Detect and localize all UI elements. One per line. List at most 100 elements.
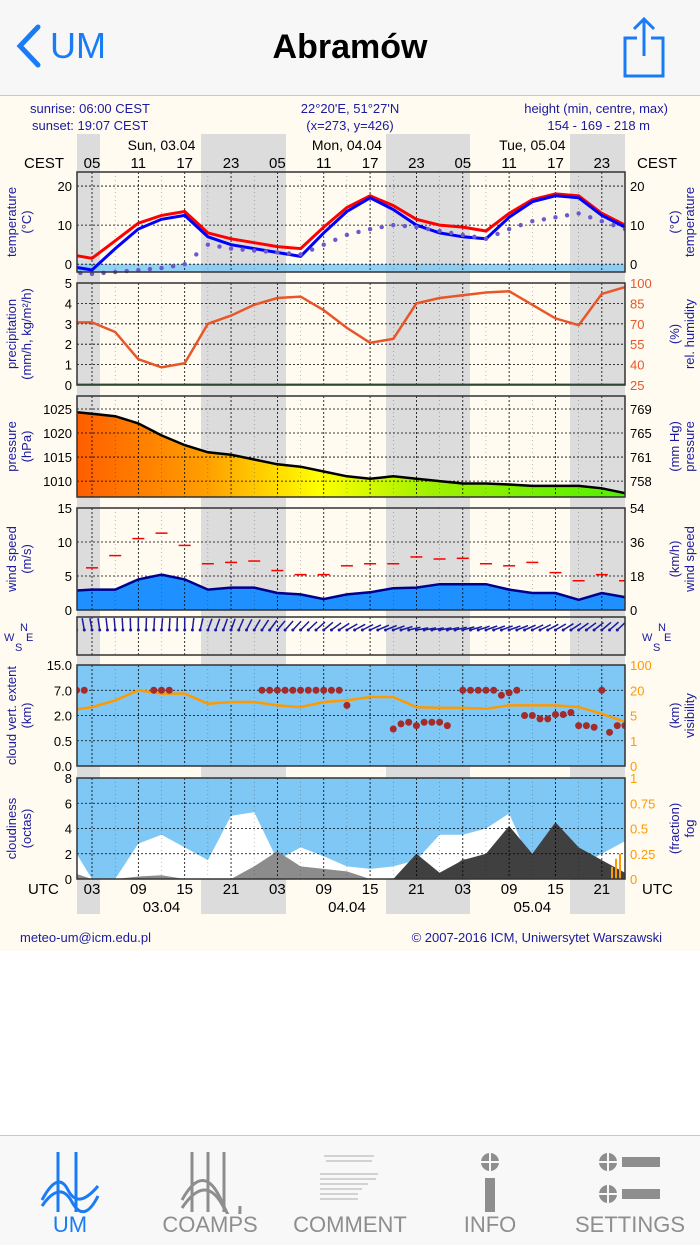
tick-label-left: 2	[65, 337, 72, 352]
wind-arrow-head	[168, 629, 171, 632]
dew-point-dot	[472, 235, 476, 239]
cloud-point	[328, 687, 335, 694]
tab-info[interactable]: INFO	[420, 1136, 560, 1245]
wind-arrow-head	[469, 629, 472, 632]
wind-arrow-head	[322, 629, 325, 632]
day-label-top: Mon, 04.04	[312, 137, 382, 153]
wind-arrow-head	[407, 629, 410, 632]
navigation-bar: UM Abramów	[0, 0, 700, 96]
share-button[interactable]	[622, 16, 666, 83]
tab-settings[interactable]: SETTINGS	[560, 1136, 700, 1245]
axis-title-left: (m/s)	[19, 544, 34, 574]
wind-arrow-head	[515, 629, 518, 632]
hour-label-utc: 15	[176, 881, 193, 898]
wind-arrow-head	[376, 629, 379, 632]
wind-arrow-head	[230, 629, 233, 632]
dew-point-dot	[461, 233, 465, 237]
cloud-point	[513, 687, 520, 694]
cloud-point	[81, 687, 88, 694]
wind-arrow-head	[345, 629, 348, 632]
day-label-bottom: 03.04	[143, 899, 181, 916]
page-title: Abramów	[0, 28, 700, 67]
tick-label-right: 10	[630, 218, 644, 233]
axis-title-left: cloud vert. extent	[4, 666, 19, 765]
wind-arrow-head	[539, 629, 542, 632]
dew-point-dot	[148, 267, 152, 271]
cloud-point	[413, 722, 420, 729]
wind-arrow-head	[114, 629, 117, 632]
footer-email[interactable]: meteo-um@icm.edu.pl	[20, 930, 151, 945]
wind-arrow-head	[106, 629, 109, 632]
dew-point-dot	[576, 211, 580, 215]
compass-letter-e: E	[664, 632, 671, 644]
axis-title-right: (km)	[667, 703, 682, 729]
tick-label-right: 0	[630, 257, 637, 272]
tick-label-left: 0	[65, 257, 72, 272]
wind-arrow-head	[91, 629, 94, 632]
tick-label-right: 1	[630, 771, 637, 786]
wind-arrow-head	[315, 629, 318, 632]
dew-point-dot	[298, 252, 302, 256]
cloud-point	[305, 687, 312, 694]
day-label-bottom: 05.04	[514, 899, 552, 916]
wind-arrow-head	[577, 629, 580, 632]
wind-arrow-head	[330, 629, 333, 632]
hour-label-cest: 11	[316, 155, 332, 172]
tick-label-left: 6	[65, 796, 72, 811]
tab-coamps[interactable]: COAMPS	[140, 1136, 280, 1245]
dew-point-dot	[206, 242, 210, 246]
hour-label-utc: 21	[593, 881, 610, 898]
cloud-point	[421, 719, 428, 726]
dew-point-dot	[414, 225, 418, 229]
sunset-text: sunset: 19:07 CEST	[32, 118, 148, 133]
wind-arrow-head	[299, 629, 302, 632]
panel-cloud-extent	[69, 665, 700, 766]
settings-icon	[598, 1150, 662, 1214]
coamps-icon	[178, 1150, 242, 1214]
wind-arrow-head	[129, 629, 132, 632]
dew-point-dot	[553, 215, 557, 219]
wind-arrow-head	[423, 629, 426, 632]
axis-title-right: (mm Hg)	[667, 421, 682, 472]
tab-um[interactable]: UM	[0, 1136, 140, 1245]
hour-label-utc: 03	[269, 881, 286, 898]
cloud-point	[475, 687, 482, 694]
axis-title-right: rel. humidity	[682, 298, 697, 369]
day-label-top: Sun, 03.04	[128, 137, 196, 153]
wind-arrow-head	[222, 629, 225, 632]
dew-point-dot	[310, 247, 314, 251]
wind-arrow-head	[392, 629, 395, 632]
wind-arrow	[122, 618, 123, 630]
dew-point-dot	[530, 219, 534, 223]
cloud-point	[289, 687, 296, 694]
tick-label-right: 18	[630, 569, 644, 584]
axis-title-left: (°C)	[19, 210, 34, 233]
wind-arrow-head	[191, 629, 194, 632]
cloud-point	[583, 722, 590, 729]
meteogram-icon	[38, 1150, 102, 1214]
wind-arrow-head	[276, 629, 279, 632]
dew-point-dot	[333, 238, 337, 242]
tz-bottom-right: UTC	[642, 881, 673, 898]
wind-arrow-head	[484, 629, 487, 632]
cloud-point	[498, 692, 505, 699]
cloud-point	[614, 722, 621, 729]
wind-arrow-head	[152, 629, 155, 632]
dew-point-dot	[368, 227, 372, 231]
hour-label-cest: 17	[547, 155, 564, 172]
wind-arrow-head	[353, 629, 356, 632]
tz-bottom-left: UTC	[28, 881, 59, 898]
dew-point-dot	[542, 217, 546, 221]
tab-comment[interactable]: COMMENT	[280, 1136, 420, 1245]
wind-arrow-head	[284, 629, 287, 632]
dew-point-dot	[159, 266, 163, 270]
hour-label-cest: 23	[593, 155, 610, 172]
tick-label-left: 2	[65, 847, 72, 862]
hour-label-cest: 23	[408, 155, 425, 172]
dew-point-dot	[356, 230, 360, 234]
axis-title-left: (hPa)	[19, 431, 34, 463]
wind-arrow-head	[608, 629, 611, 632]
wind-arrow-head	[237, 629, 240, 632]
tick-label-right: 5	[630, 709, 637, 724]
height-value: 154 - 169 - 218 m	[547, 118, 650, 133]
